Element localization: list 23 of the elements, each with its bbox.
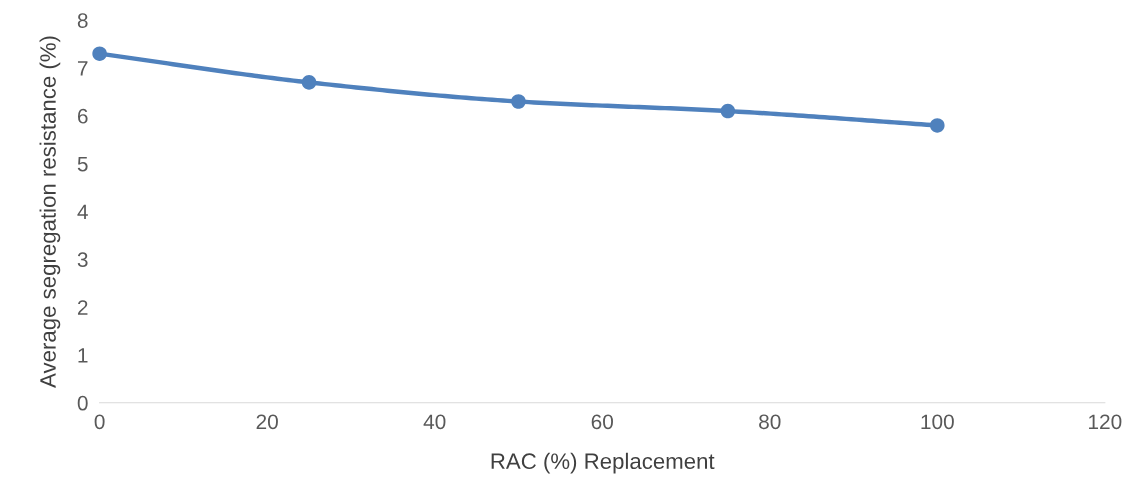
x-tick-label: 20 — [256, 414, 278, 430]
point — [301, 75, 317, 90]
y-tick-label: 7 — [77, 61, 88, 76]
x-tick-label: 120 — [1089, 414, 1122, 430]
y-tick-label: 4 — [77, 204, 88, 220]
x-tick-label: 100 — [921, 414, 954, 430]
point — [930, 118, 945, 133]
y-axis-title: Average segregation resistance (%) — [39, 36, 61, 388]
point — [92, 46, 107, 61]
y-tick-label: 1 — [78, 348, 88, 363]
y-tick-label: 2 — [77, 300, 88, 315]
x-tick-label: 80 — [759, 414, 781, 430]
point — [511, 94, 526, 109]
y-tick-label: 5 — [77, 156, 88, 172]
y-tick-label: 6 — [77, 108, 88, 124]
x-tick-label: 60 — [591, 414, 613, 430]
point — [720, 103, 736, 119]
y-tick-label: 0 — [77, 395, 88, 411]
x-tick-label: 0 — [94, 414, 105, 430]
y-tick-label: 8 — [77, 13, 88, 28]
y-tick-label: 3 — [77, 252, 88, 268]
x-tick-label: 40 — [423, 414, 446, 430]
x-axis-title: RAC (%) Replacement — [491, 452, 715, 474]
